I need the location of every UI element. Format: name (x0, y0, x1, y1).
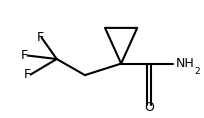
Text: F: F (21, 49, 28, 62)
Text: F: F (24, 68, 31, 81)
Text: F: F (37, 31, 44, 44)
Text: O: O (144, 101, 154, 114)
Text: NH: NH (175, 57, 194, 70)
Text: 2: 2 (195, 67, 200, 76)
